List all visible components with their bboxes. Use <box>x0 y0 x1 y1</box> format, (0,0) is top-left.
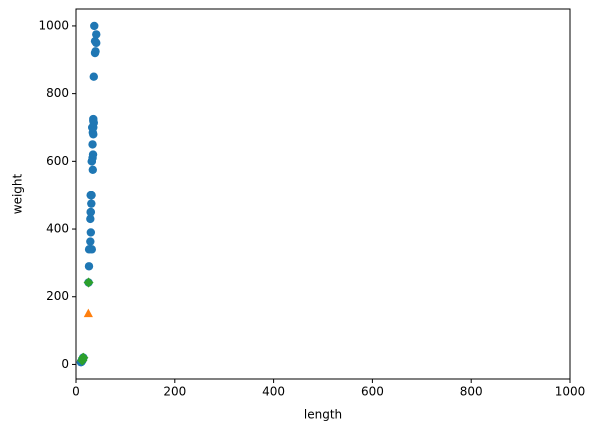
x-tick-label: 1000 <box>555 385 586 399</box>
y-tick-label: 400 <box>46 222 69 236</box>
point <box>86 228 96 237</box>
point <box>89 130 98 139</box>
point <box>89 72 98 81</box>
x-axis-label: length <box>304 408 342 422</box>
point <box>87 199 96 208</box>
point <box>87 245 97 254</box>
point <box>90 21 99 31</box>
x-tick-label: 600 <box>361 385 384 399</box>
point <box>89 118 98 127</box>
y-tick-label: 800 <box>46 86 69 100</box>
plot-frame <box>75 8 571 380</box>
point <box>86 214 95 224</box>
point <box>87 190 96 200</box>
point <box>84 262 94 271</box>
x-tick-label: 400 <box>262 385 285 399</box>
x-tick-label: 800 <box>460 385 483 399</box>
x-tick-label: 0 <box>72 385 80 399</box>
point <box>83 277 94 288</box>
y-tick-label: 0 <box>61 357 69 371</box>
x-tick-label: 200 <box>163 385 186 399</box>
point <box>92 30 101 39</box>
point <box>91 47 100 56</box>
point <box>86 207 96 217</box>
point <box>88 165 97 174</box>
point <box>92 38 101 48</box>
y-axis-label: weight <box>11 173 25 214</box>
point <box>83 308 93 318</box>
point <box>86 237 95 246</box>
y-tick-label: 600 <box>46 154 69 168</box>
point <box>88 150 98 159</box>
point <box>77 355 88 366</box>
y-tick-label: 1000 <box>38 18 69 32</box>
y-tick-label: 200 <box>46 289 69 303</box>
point <box>88 140 97 149</box>
